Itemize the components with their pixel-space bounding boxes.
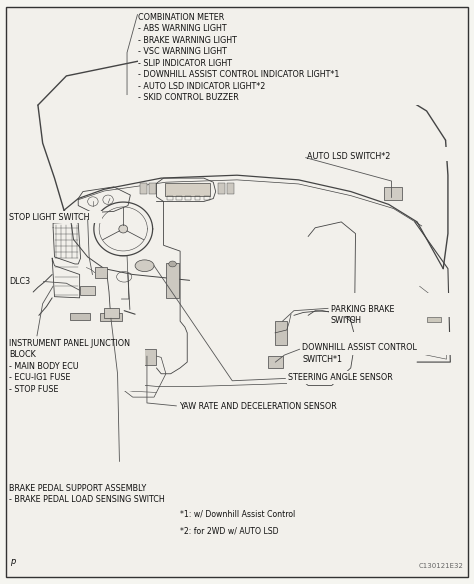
Bar (178, 502, 457, 536)
Bar (80, 286, 95, 295)
Text: YAW RATE AND DECELERATION SENSOR: YAW RATE AND DECELERATION SENSOR (179, 402, 337, 411)
Bar (8, 474, 173, 498)
Text: STEERING ANGLE SENSOR: STEERING ANGLE SENSOR (288, 373, 393, 381)
Ellipse shape (169, 261, 176, 267)
Bar (384, 187, 402, 200)
Bar (137, 349, 156, 365)
Bar (176, 196, 182, 200)
Bar (268, 356, 283, 368)
Text: *2: for 2WD w/ AUTO LSD: *2: for 2WD w/ AUTO LSD (180, 527, 279, 536)
Text: AUTO LSD SWITCH*2: AUTO LSD SWITCH*2 (307, 152, 391, 161)
Text: C130121E32: C130121E32 (419, 564, 464, 569)
Bar (185, 196, 191, 200)
Bar (149, 183, 156, 194)
Text: STOP LIGHT SWITCH: STOP LIGHT SWITCH (9, 213, 90, 222)
Bar (140, 183, 147, 194)
Bar (194, 196, 200, 200)
Bar (427, 317, 441, 322)
Bar (166, 263, 179, 298)
Ellipse shape (135, 260, 154, 272)
Bar (8, 276, 38, 286)
Text: *1: w/ Downhill Assist Control: *1: w/ Downhill Assist Control (180, 509, 295, 518)
Bar (204, 196, 210, 200)
Text: COMBINATION METER
- ABS WARNING LIGHT
- BRAKE WARNING LIGHT
- VSC WARNING LIGHT
: COMBINATION METER - ABS WARNING LIGHT - … (138, 13, 340, 102)
Bar (287, 371, 457, 384)
Bar (104, 308, 118, 318)
Text: PARKING BRAKE
SWITCH: PARKING BRAKE SWITCH (331, 305, 394, 325)
Bar (301, 332, 462, 355)
Bar (227, 183, 234, 194)
Bar (304, 147, 465, 161)
Bar (100, 313, 122, 321)
Bar (167, 196, 173, 200)
Text: BRAKE PEDAL SUPPORT ASSEMBLY
- BRAKE PEDAL LOAD SENSING SWITCH: BRAKE PEDAL SUPPORT ASSEMBLY - BRAKE PED… (9, 484, 165, 504)
Bar (178, 398, 457, 411)
Bar (95, 267, 107, 278)
Bar (218, 183, 225, 194)
Bar (138, 13, 456, 105)
Bar (8, 339, 145, 391)
Text: DOWNHILL ASSIST CONTROL
SWITCH*1: DOWNHILL ASSIST CONTROL SWITCH*1 (302, 343, 417, 364)
Bar (275, 321, 287, 345)
Bar (329, 293, 462, 317)
Ellipse shape (119, 225, 128, 233)
Bar (165, 183, 210, 196)
Text: DLC3: DLC3 (9, 277, 31, 286)
Bar (8, 211, 102, 223)
Text: p: p (10, 558, 16, 566)
Text: INSTRUMENT PANEL JUNCTION
BLOCK
- MAIN BODY ECU
- ECU-IG1 FUSE
- STOP FUSE: INSTRUMENT PANEL JUNCTION BLOCK - MAIN B… (9, 339, 130, 394)
Bar (70, 313, 90, 320)
